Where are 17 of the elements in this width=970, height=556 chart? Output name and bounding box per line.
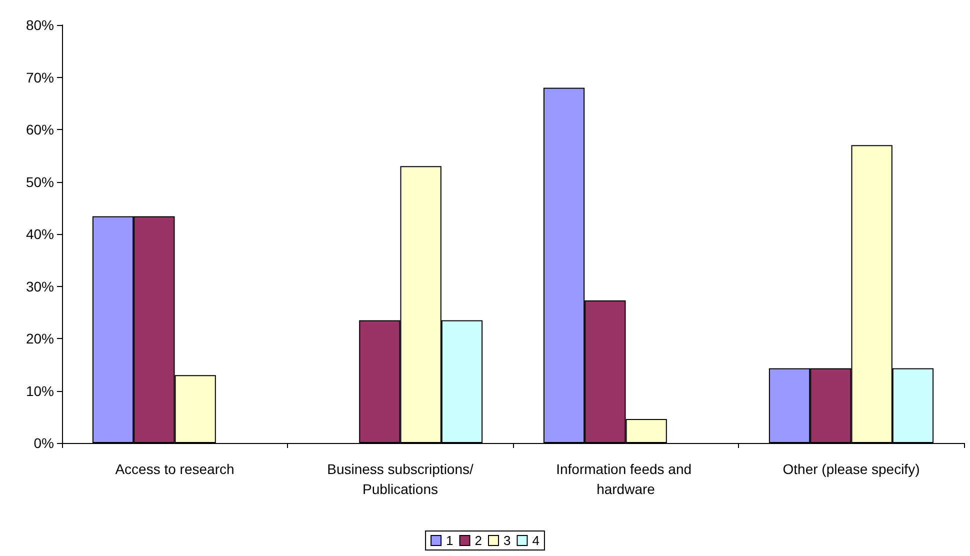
x-tick-label: Access to research	[115, 461, 234, 477]
legend-label: 4	[532, 533, 540, 548]
y-tick-label: 70%	[26, 69, 54, 86]
y-tick-label: 40%	[26, 226, 54, 242]
y-tick-label: 0%	[34, 435, 54, 451]
x-tick-label: Information feeds and hardware	[556, 461, 696, 497]
x-tick-label: Business subscriptions/Publications	[327, 461, 474, 497]
legend-label: 2	[474, 533, 482, 548]
y-tick-label: 10%	[26, 382, 54, 399]
y-tick-label: 30%	[26, 278, 54, 294]
y-tick-label: 20%	[26, 330, 54, 346]
legend-label: 1	[446, 533, 454, 548]
y-tick-label: 60%	[26, 122, 54, 138]
legend-label: 3	[504, 533, 511, 548]
y-tick-label: 80%	[26, 17, 54, 33]
y-tick-label: 50%	[26, 174, 54, 190]
x-tick-label: Other (please specify)	[782, 461, 920, 477]
